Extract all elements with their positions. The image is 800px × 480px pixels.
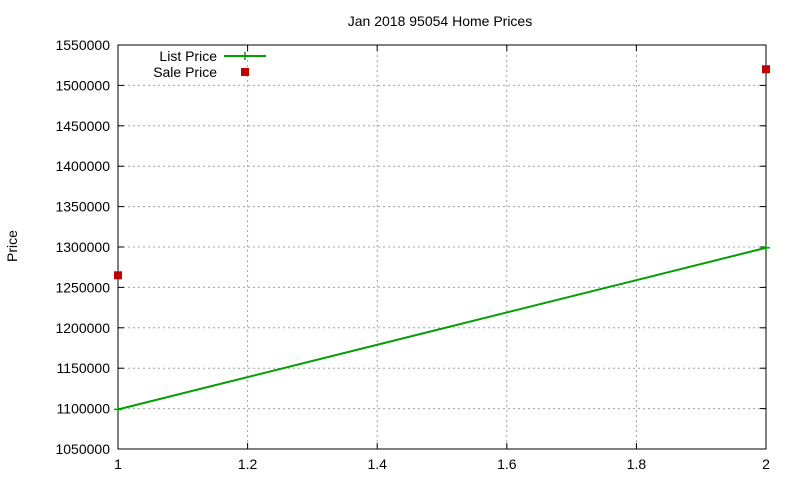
list-price-point [114,405,122,414]
y-tick-label: 1100000 [57,401,111,417]
y-tick-label: 1350000 [55,199,110,215]
legend-label: List Price [159,48,217,64]
list-price-point [762,243,770,252]
list-price-line [117,246,767,411]
y-axis-label: Price [4,230,20,262]
y-tick-label: 1500000 [55,77,110,93]
y-tick-label: 1550000 [55,37,110,53]
legend-item-sale-price: Sale Price [153,64,249,80]
y-tick-label: 1200000 [55,320,110,336]
legend-item-list-price: List Price [159,48,266,64]
legend-square-swatch [241,68,249,76]
y-tick-label: 1300000 [55,239,110,255]
sale-price-point [114,271,122,280]
y-tick-label: 1400000 [55,158,110,174]
x-tick-label: 1.8 [627,456,647,472]
x-tick-label: 1.6 [497,456,517,472]
y-tick-label: 1150000 [57,360,111,376]
axes: 1 1.2 1.4 1.6 1.8 2 1050000 1100000 1150000 12000… [55,37,770,472]
series-group [114,65,770,414]
y-tick-label: 1450000 [55,118,110,134]
legend-label: Sale Price [153,64,217,80]
grid [118,45,766,449]
x-tick-label: 1.4 [367,456,387,472]
x-tick-label: 1.2 [238,456,258,472]
y-tick-label: 1250000 [55,279,110,295]
x-tick-label: 2 [762,456,770,472]
y-tick-label: 1050000 [55,441,110,457]
sale-price-point [762,65,770,74]
chart-title: Jan 2018 95054 Home Prices [348,13,532,29]
x-tick-label: 1 [114,456,122,472]
